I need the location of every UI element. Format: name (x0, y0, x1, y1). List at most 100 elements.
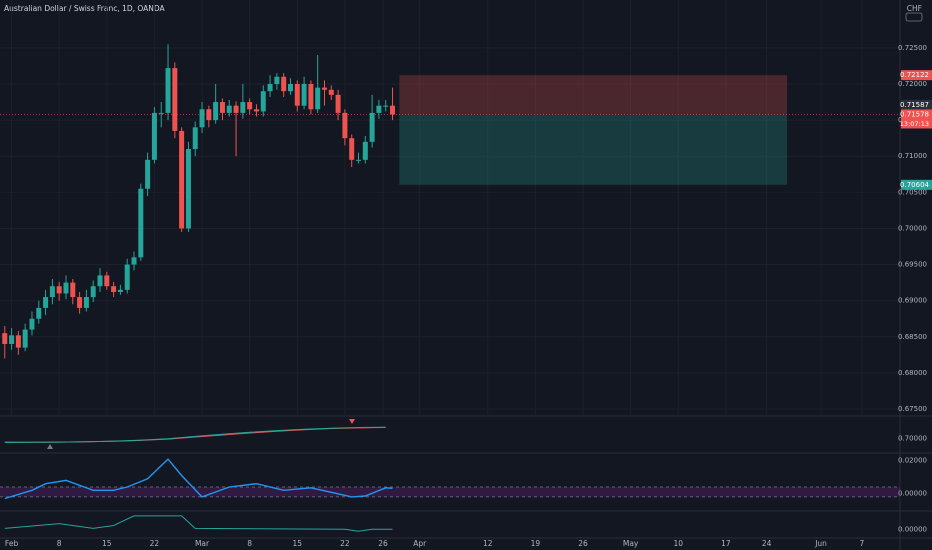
candle-body (383, 105, 389, 107)
candle-body (206, 109, 212, 121)
bid-label: 0.71587 (900, 101, 929, 109)
countdown: 13:07:13 (900, 120, 929, 128)
x-tick-label: 17 (721, 539, 731, 548)
y-tick-label: 0.70000 (898, 224, 927, 232)
candle-body (335, 94, 341, 113)
candle-body (63, 282, 69, 294)
y-tick-label: 0.00000 (898, 525, 927, 533)
y-tick-label: 0.70000 (898, 434, 927, 442)
candle-body (342, 112, 348, 139)
target-label: 0.70604 (900, 181, 929, 189)
x-tick-label: 22 (340, 539, 350, 548)
candle-body (267, 83, 273, 92)
candle-body (56, 286, 62, 294)
candle-body (179, 130, 185, 229)
candle-body (77, 297, 83, 308)
y-tick-label: 0.68000 (898, 369, 927, 377)
candle-body (138, 188, 144, 258)
x-tick-label: 8 (247, 539, 252, 548)
y-tick-label: 0.71000 (898, 152, 927, 160)
candle-body (70, 282, 76, 298)
candle-body (349, 138, 355, 160)
target-zone (399, 114, 788, 185)
x-tick-label: Feb (5, 539, 19, 548)
candle-body (131, 257, 137, 265)
candle-body (199, 109, 205, 128)
candle-body (253, 109, 259, 112)
candle-body (301, 83, 307, 106)
candle-body (43, 297, 49, 308)
x-tick-label: May (623, 539, 639, 548)
x-tick-label: 19 (531, 539, 541, 548)
stop-zone (399, 75, 788, 115)
candle-body (97, 275, 103, 287)
candle-body (117, 289, 123, 293)
candle-body (240, 102, 246, 113)
candle-body (274, 76, 280, 84)
x-tick-label: Mar (195, 539, 210, 548)
candle-body (145, 159, 151, 189)
candle-body (362, 141, 368, 160)
candle-body (104, 275, 110, 287)
currency-icon (905, 12, 923, 22)
last-price-label-bg (901, 109, 932, 120)
candle-body (260, 91, 266, 112)
candle-body (281, 76, 287, 92)
x-tick-label: 15 (102, 539, 112, 548)
indicator-line (4, 426, 386, 443)
indicator-line (4, 515, 393, 532)
candle-body (369, 112, 375, 142)
stop-label-bg (901, 70, 932, 81)
y-tick-label: 0.00000 (898, 490, 927, 498)
candle-body (9, 335, 15, 345)
x-tick-label: 12 (483, 539, 493, 548)
candle-body (2, 333, 8, 345)
x-tick-label: Apr (413, 539, 427, 548)
x-tick-label: 26 (578, 539, 588, 548)
signal-marker (349, 419, 355, 424)
candle-body (226, 105, 232, 113)
candle-body (22, 329, 28, 348)
countdown-bg (901, 119, 932, 129)
candle-body (36, 307, 42, 319)
candle-body (172, 68, 178, 131)
indicator-line (4, 458, 393, 500)
candle-body (233, 105, 239, 113)
candle-body (185, 148, 191, 229)
candle-body (247, 102, 253, 110)
last-price-label: 0.71578 (900, 110, 929, 118)
candle-body (376, 105, 382, 113)
x-tick-label: 8 (57, 539, 62, 548)
candle-body (124, 264, 130, 290)
candle-body (192, 127, 198, 149)
candle-body (294, 83, 300, 106)
candle-body (219, 102, 225, 113)
x-tick-label: 7 (860, 539, 865, 548)
x-tick-label: 15 (293, 539, 303, 548)
candle-body (390, 105, 396, 115)
candle-body (90, 286, 96, 298)
x-tick-label: Jun (814, 539, 827, 548)
bid-label-bg (901, 99, 932, 110)
x-tick-label: 10 (673, 539, 683, 548)
candle-body (356, 159, 362, 161)
x-tick-label: 24 (762, 539, 772, 548)
y-tick-label: 0.72500 (898, 44, 927, 52)
y-tick-label: 0.69500 (898, 261, 927, 269)
y-tick-label: 0.67500 (898, 405, 927, 413)
target-label-bg (901, 179, 932, 190)
band (0, 487, 900, 497)
signal-marker (47, 444, 53, 449)
candle-body (321, 87, 327, 90)
candle-body (49, 286, 55, 298)
x-tick-label: 22 (150, 539, 160, 548)
stop-label: 0.72122 (900, 71, 929, 79)
y-tick-label: 0.02000 (898, 457, 927, 465)
candle-body (151, 112, 157, 160)
candle-body (308, 83, 314, 110)
candle-body (165, 68, 171, 113)
candle-body (287, 83, 293, 92)
